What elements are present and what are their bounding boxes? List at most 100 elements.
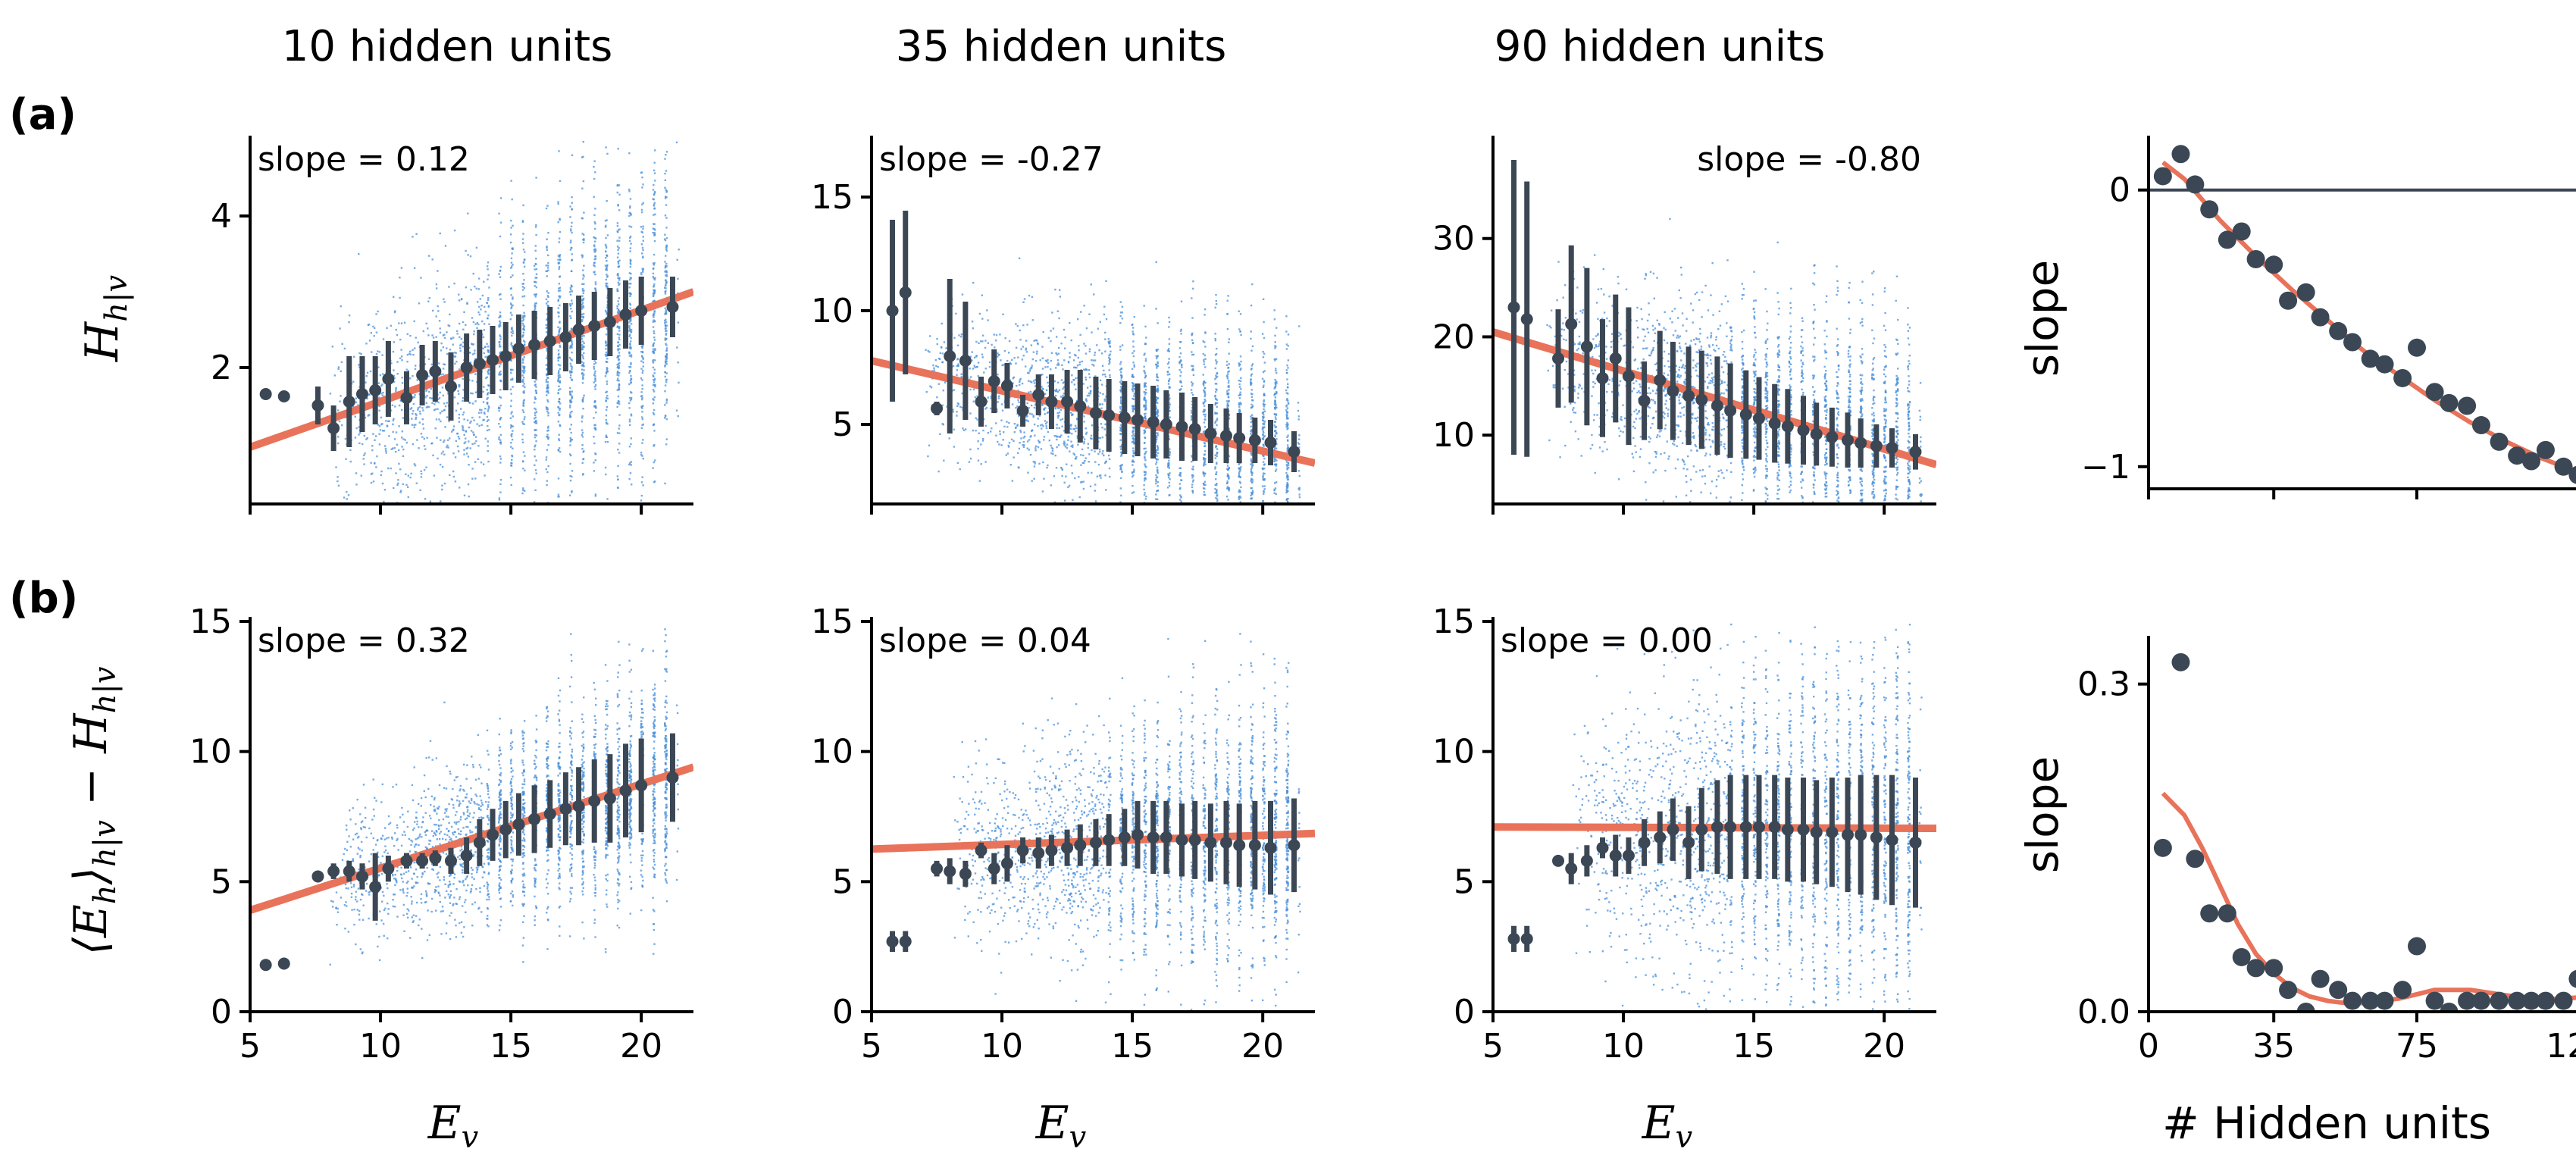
scatter-point bbox=[1250, 462, 1254, 464]
scatter-point bbox=[386, 327, 388, 329]
scatter-point bbox=[1145, 496, 1147, 498]
scatter-point bbox=[1047, 430, 1050, 433]
scatter-point bbox=[1180, 371, 1182, 374]
scatter-point bbox=[1055, 367, 1057, 369]
scatter-point bbox=[1168, 459, 1170, 462]
scatter-point bbox=[409, 377, 412, 380]
scatter-point bbox=[1155, 406, 1157, 409]
scatter-point bbox=[571, 346, 573, 349]
scatter-point bbox=[569, 305, 571, 307]
scatter-point bbox=[1275, 426, 1278, 428]
scatter-point bbox=[352, 380, 355, 383]
scatter-point bbox=[498, 409, 500, 412]
scatter-point bbox=[390, 409, 393, 412]
scatter-point bbox=[487, 419, 490, 421]
scatter-point bbox=[534, 383, 537, 386]
scatter-point bbox=[977, 440, 979, 443]
scatter-point bbox=[1131, 492, 1134, 494]
scatter-point bbox=[1238, 490, 1240, 493]
scatter-point bbox=[984, 368, 987, 370]
scatter-point bbox=[605, 391, 607, 393]
scatter-point bbox=[1032, 416, 1034, 418]
scatter-point bbox=[1060, 434, 1063, 437]
scatter-point bbox=[653, 368, 656, 371]
scatter-point bbox=[1108, 467, 1111, 470]
scatter-point bbox=[999, 433, 1001, 435]
scatter-point bbox=[486, 265, 489, 268]
scatter-point bbox=[939, 433, 941, 435]
scatter-point bbox=[1013, 357, 1016, 359]
scatter-point bbox=[594, 287, 596, 290]
scatter-point bbox=[1191, 317, 1194, 319]
scatter-point bbox=[664, 293, 667, 295]
scatter-point bbox=[510, 371, 512, 374]
scatter-point bbox=[1060, 396, 1063, 398]
scatter-point bbox=[1026, 419, 1028, 421]
scatter-point bbox=[471, 317, 474, 319]
scatter-point bbox=[421, 407, 424, 409]
scatter-point bbox=[402, 417, 404, 419]
scatter-point bbox=[1191, 480, 1194, 483]
scatter-point bbox=[641, 416, 643, 418]
scatter-point bbox=[1262, 412, 1264, 414]
scatter-point bbox=[434, 427, 437, 430]
scatter-point bbox=[1156, 379, 1158, 381]
scatter-point bbox=[995, 422, 997, 424]
scatter-point bbox=[1228, 363, 1230, 365]
scatter-point bbox=[1107, 340, 1110, 343]
scatter-point bbox=[358, 364, 360, 366]
scatter-point bbox=[1000, 403, 1003, 405]
scatter-point bbox=[499, 396, 501, 398]
scatter-point bbox=[1086, 394, 1089, 397]
scatter-point bbox=[1178, 389, 1181, 391]
scatter-point bbox=[1238, 496, 1241, 499]
scatter-point bbox=[1273, 309, 1275, 311]
scatter-point bbox=[583, 394, 585, 397]
scatter-point bbox=[401, 408, 403, 412]
scatter-point bbox=[399, 399, 402, 402]
scatter-point bbox=[582, 408, 584, 410]
scatter-point bbox=[1274, 459, 1277, 461]
scatter-point bbox=[1070, 465, 1073, 467]
scatter-point bbox=[403, 321, 406, 324]
scatter-point bbox=[571, 439, 573, 441]
scatter-point bbox=[581, 415, 584, 418]
scatter-point bbox=[521, 289, 524, 291]
scatter-point bbox=[1262, 419, 1265, 422]
scatter-point bbox=[1019, 377, 1022, 380]
scatter-point bbox=[1192, 474, 1194, 477]
scatter-point bbox=[974, 366, 976, 368]
scatter-point bbox=[665, 274, 667, 277]
scatter-point bbox=[534, 464, 536, 466]
scatter-point bbox=[1297, 418, 1300, 421]
scatter-point bbox=[1056, 407, 1060, 409]
scatter-point bbox=[545, 378, 548, 381]
scatter-point bbox=[1025, 365, 1027, 368]
scatter-point bbox=[1168, 481, 1170, 484]
scatter-point bbox=[340, 361, 343, 363]
scatter-point bbox=[433, 408, 436, 412]
scatter-point bbox=[1021, 382, 1024, 385]
scatter-point bbox=[523, 356, 525, 358]
scatter-point bbox=[390, 362, 393, 365]
scatter-point bbox=[522, 242, 524, 244]
scatter-point bbox=[546, 410, 549, 413]
scatter-point bbox=[443, 482, 446, 485]
scatter-point bbox=[630, 263, 632, 265]
scatter-point bbox=[604, 440, 607, 443]
scatter-point bbox=[1132, 440, 1135, 442]
scatter-point bbox=[928, 444, 931, 446]
scatter-point bbox=[1239, 491, 1241, 493]
scatter-point bbox=[1050, 452, 1053, 455]
scatter-point bbox=[641, 418, 644, 421]
scatter-point bbox=[545, 374, 548, 377]
scatter-point bbox=[546, 290, 548, 293]
scatter-point bbox=[1132, 430, 1135, 432]
scatter-point bbox=[466, 446, 469, 449]
scatter-point bbox=[1144, 455, 1146, 458]
scatter-point bbox=[997, 397, 1000, 399]
scatter-point bbox=[654, 459, 656, 462]
scatter-point bbox=[654, 377, 656, 380]
scatter-point bbox=[1056, 359, 1060, 361]
scatter-point bbox=[372, 433, 374, 435]
